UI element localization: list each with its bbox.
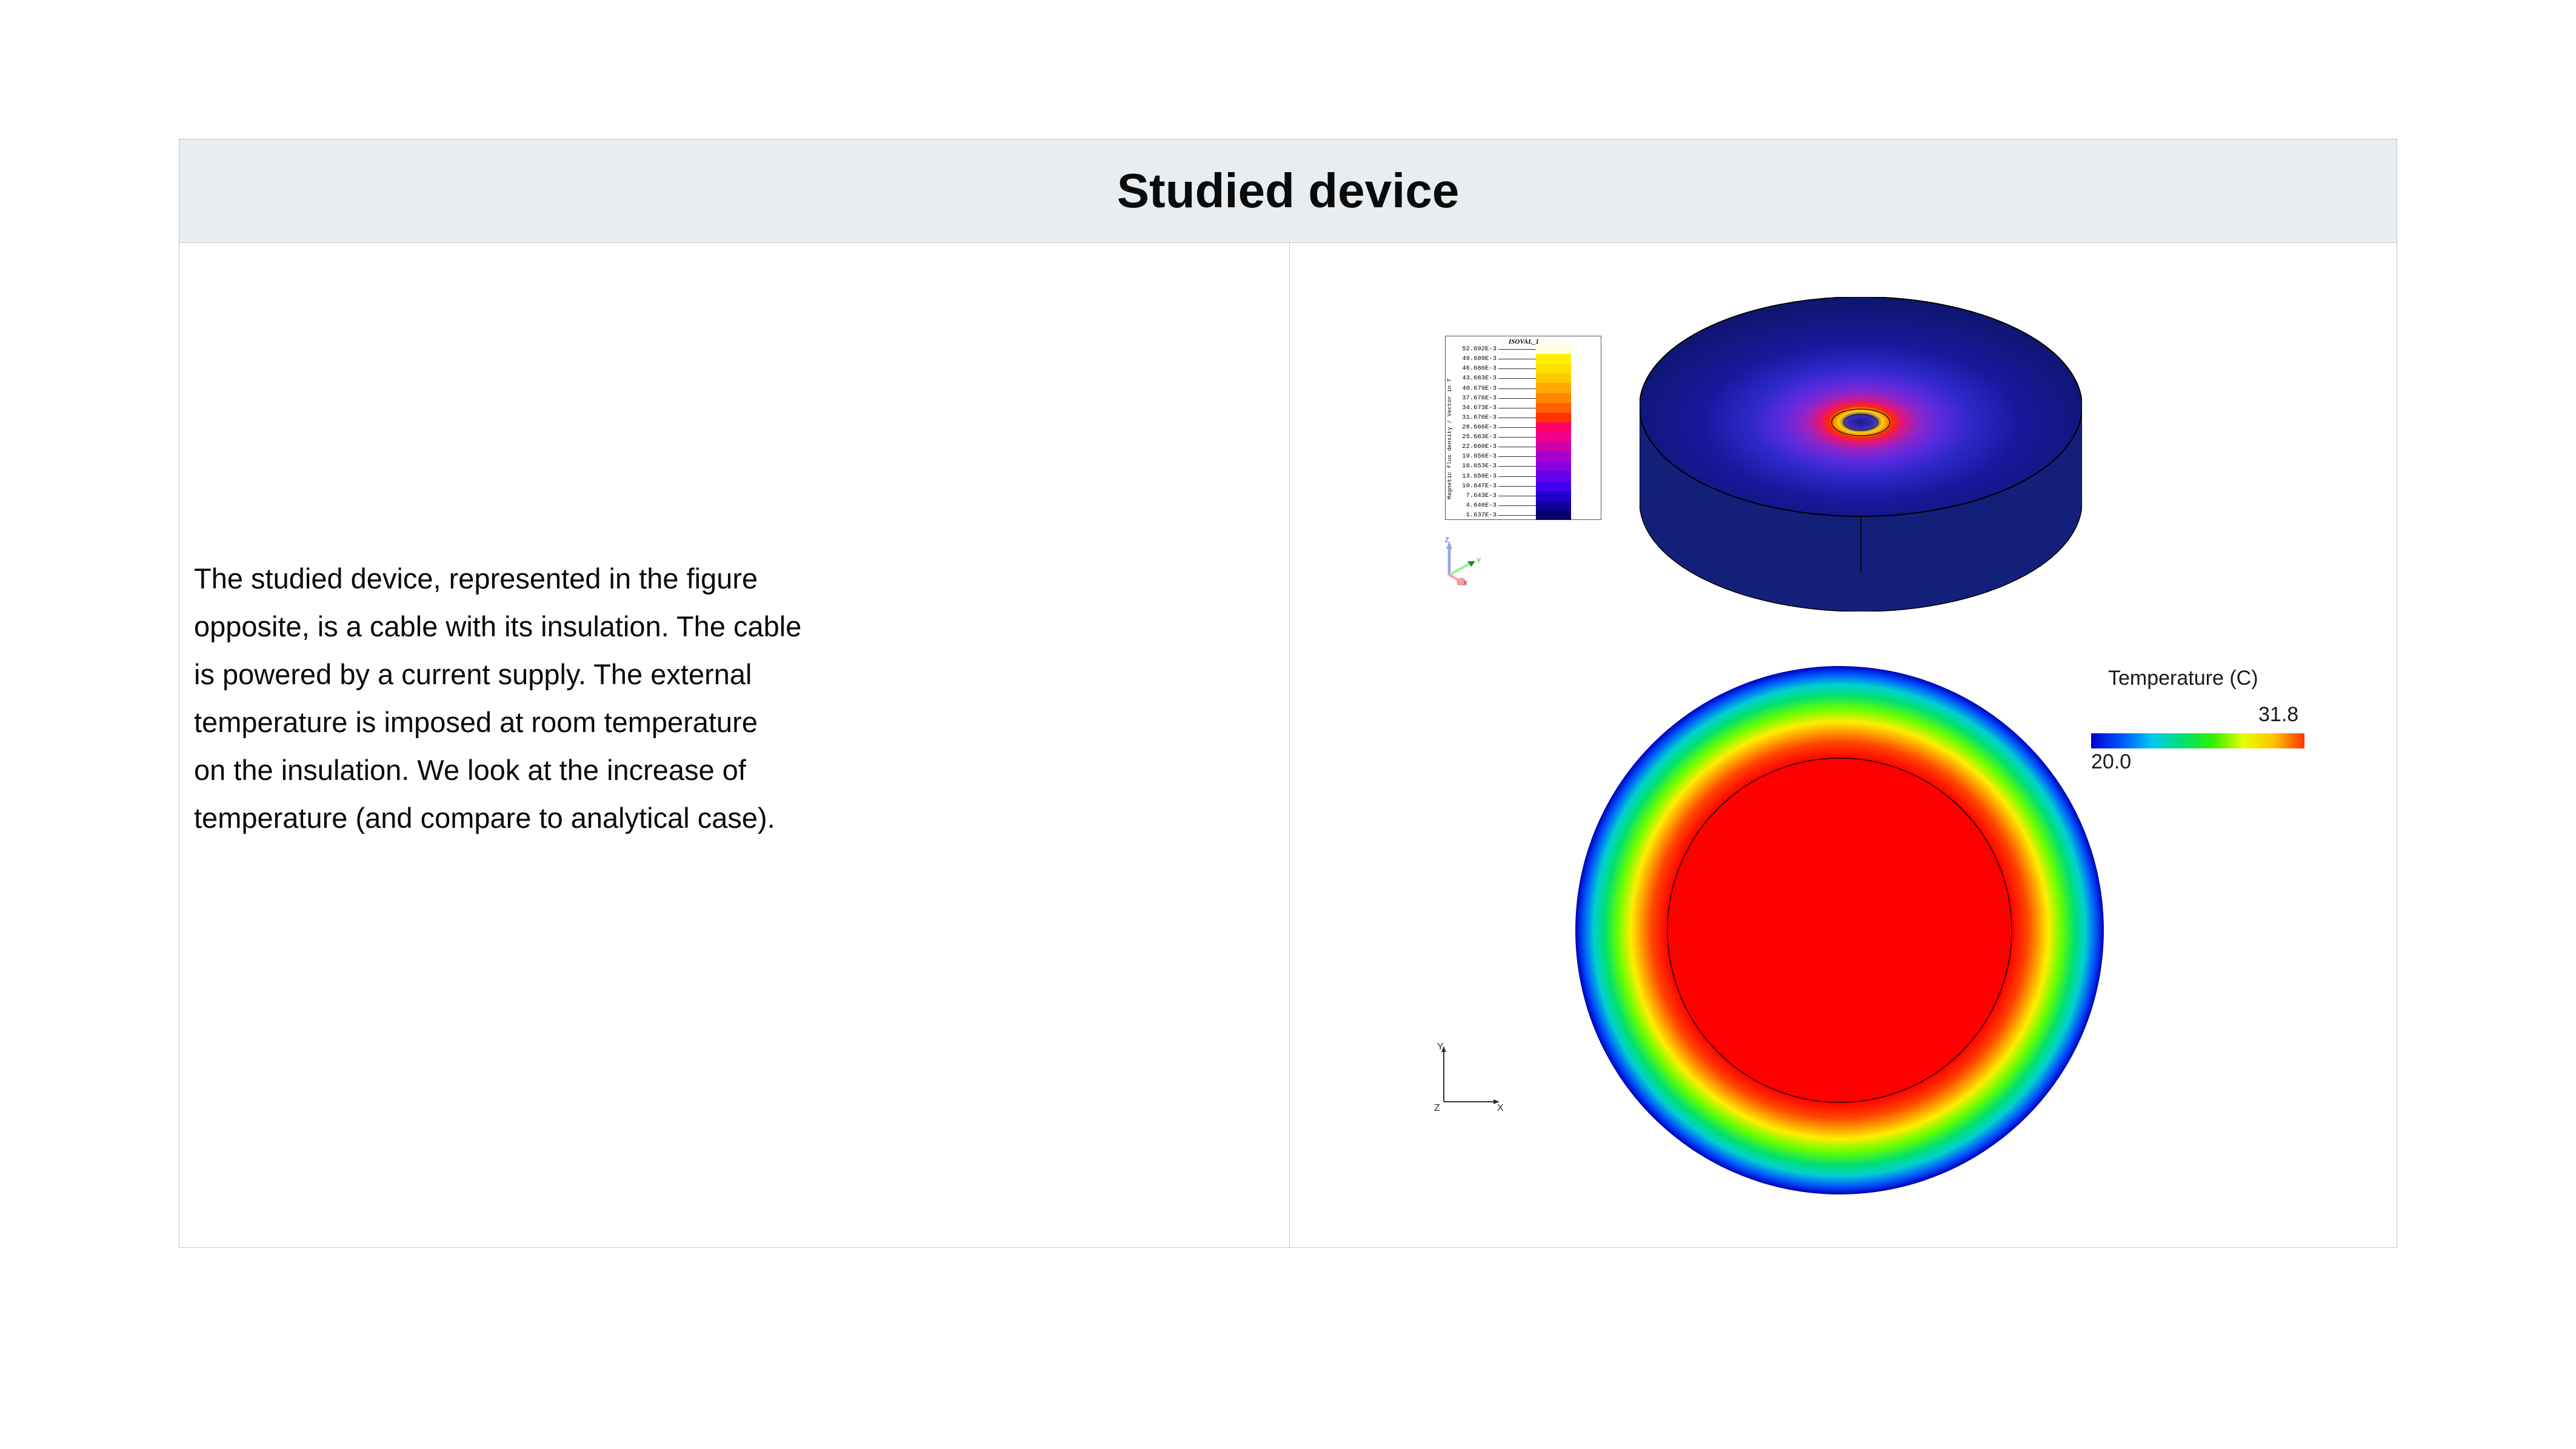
svg-text:X: X [1497,1103,1504,1113]
svg-text:Y: Y [1477,557,1481,564]
svg-text:Z: Z [1445,536,1449,544]
svg-text:X: X [1463,580,1468,585]
svg-text:Y: Y [1437,1042,1444,1052]
svg-text:Z: Z [1434,1103,1440,1113]
